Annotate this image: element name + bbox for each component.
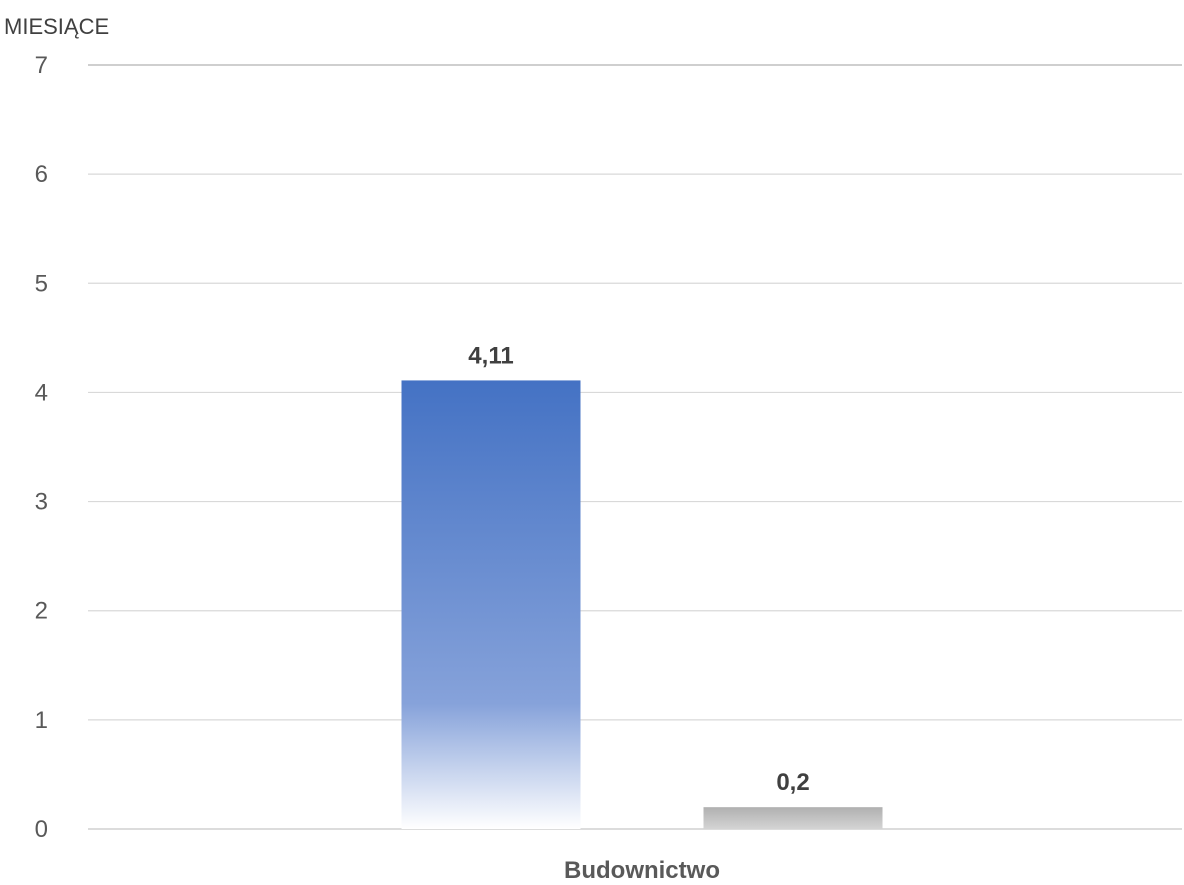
y-axis-title: MIESIĄCE	[4, 14, 109, 39]
y-tick-label: 7	[35, 52, 48, 79]
bar-1	[401, 380, 581, 829]
y-tick-label: 0	[35, 816, 48, 843]
y-tick-label: 3	[35, 489, 48, 516]
data-label-2: 0,2	[776, 769, 809, 796]
data-label-1: 4,11	[468, 342, 513, 369]
y-tick-label: 2	[35, 598, 48, 625]
y-tick-label: 6	[35, 161, 48, 188]
y-tick-label: 1	[35, 707, 48, 734]
y-tick-label: 4	[35, 379, 48, 406]
gridlines	[88, 64, 1182, 830]
y-tick-label: 5	[35, 270, 48, 297]
bar-2	[703, 807, 883, 829]
y-axis-ticks: 0 1 2 3 4 5 6 7	[35, 52, 48, 843]
category-label: Budownictwo	[564, 857, 720, 884]
data-labels: 4,11 0,2	[468, 342, 809, 796]
bars	[401, 380, 883, 829]
